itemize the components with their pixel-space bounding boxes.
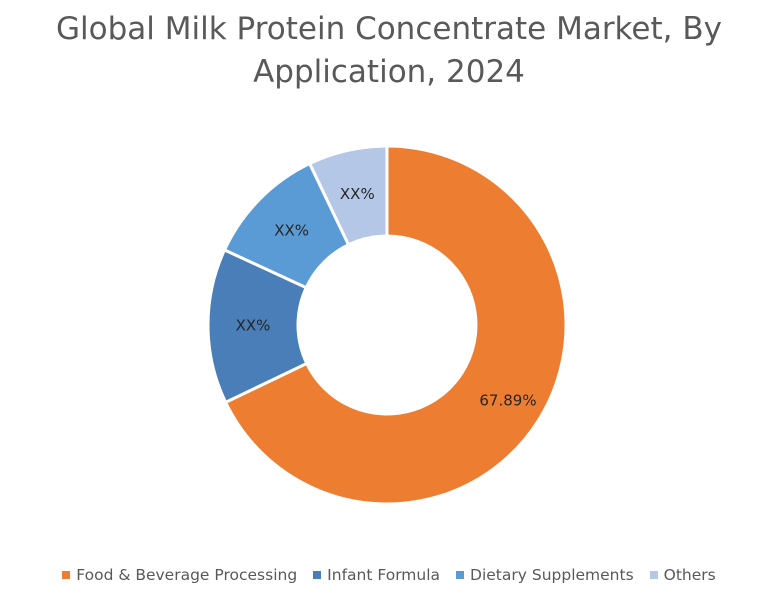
chart-title-line-1: Global Milk Protein Concentrate Market, … — [56, 11, 722, 47]
legend-item-food-beverage: Food & Beverage Processing — [62, 566, 297, 584]
legend-swatch-dietary-supplements — [456, 571, 465, 579]
donut-slice-infant-formula — [206, 247, 309, 405]
chart-title: Global Milk Protein Concentrate Market, … — [0, 8, 778, 94]
legend-swatch-food-beverage — [62, 571, 71, 579]
legend-item-infant-formula: Infant Formula — [313, 566, 440, 584]
legend-label-others: Others — [663, 566, 716, 584]
donut-slice-food-beverage — [223, 144, 568, 506]
legend-item-dietary-supplements: Dietary Supplements — [456, 566, 634, 584]
legend-item-others: Others — [649, 566, 716, 584]
data-label-others: XX% — [340, 185, 375, 203]
legend-label-food-beverage: Food & Beverage Processing — [76, 566, 298, 584]
donut-slice-others — [307, 144, 389, 247]
data-label-food-beverage: 67.89% — [479, 392, 536, 410]
legend-label-infant-formula: Infant Formula — [327, 566, 441, 584]
data-label-dietary-supplements: XX% — [274, 221, 309, 239]
legend-swatch-others — [649, 571, 658, 579]
legend-swatch-infant-formula — [313, 571, 322, 579]
data-label-infant-formula: XX% — [236, 316, 271, 334]
chart-title-line-2: Application, 2024 — [253, 54, 525, 90]
legend-label-dietary-supplements: Dietary Supplements — [470, 566, 634, 584]
chart-legend: Food & Beverage Processing Infant Formul… — [0, 566, 778, 584]
